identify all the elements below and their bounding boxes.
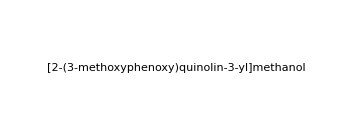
Text: [2-(3-methoxyphenoxy)quinolin-3-yl]methanol: [2-(3-methoxyphenoxy)quinolin-3-yl]metha… — [47, 63, 306, 73]
